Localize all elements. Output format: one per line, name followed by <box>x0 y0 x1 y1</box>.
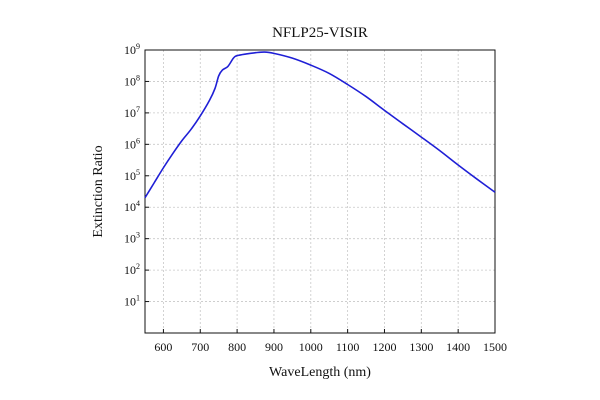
x-tick-label: 1400 <box>446 340 470 354</box>
x-tick-label: 1100 <box>336 340 360 354</box>
y-tick-exponent: 5 <box>136 168 140 177</box>
y-tick-exponent: 2 <box>136 262 140 271</box>
y-tick-exponent: 9 <box>136 42 140 51</box>
x-tick-label: 1300 <box>409 340 433 354</box>
x-tick-label: 800 <box>228 340 246 354</box>
x-tick-label: 900 <box>265 340 283 354</box>
y-tick-base: 10 <box>124 263 136 277</box>
y-tick-label: 101 <box>124 294 140 309</box>
y-tick-label: 105 <box>124 168 140 183</box>
axis-ticks <box>145 49 496 333</box>
y-tick-base: 10 <box>124 137 136 151</box>
y-tick-label: 103 <box>124 231 140 246</box>
y-tick-exponent: 8 <box>136 73 140 82</box>
y-tick-base: 10 <box>124 295 136 309</box>
x-tick-label: 1200 <box>372 340 396 354</box>
y-tick-label: 109 <box>124 42 140 57</box>
x-tick-label: 1500 <box>483 340 507 354</box>
y-tick-exponent: 1 <box>136 294 140 303</box>
y-tick-label: 108 <box>124 73 140 88</box>
grid-lines <box>145 50 496 333</box>
y-tick-base: 10 <box>124 74 136 88</box>
y-tick-base: 10 <box>124 43 136 57</box>
y-tick-base: 10 <box>124 169 136 183</box>
y-tick-label: 107 <box>124 105 140 120</box>
series-line <box>144 51 496 199</box>
y-tick-base: 10 <box>124 232 136 246</box>
y-tick-exponent: 6 <box>136 136 140 145</box>
y-tick-base: 10 <box>124 200 136 214</box>
y-tick-base: 10 <box>124 106 136 120</box>
y-axis-label: Extinction Ratio <box>91 145 106 237</box>
y-tick-label: 104 <box>124 199 140 214</box>
y-tick-exponent: 4 <box>136 199 140 208</box>
y-tick-exponent: 3 <box>136 231 140 240</box>
x-axis-label: WaveLength (nm) <box>269 365 371 380</box>
plot-frame <box>144 49 496 334</box>
x-tick-label: 600 <box>154 340 172 354</box>
y-tick-exponent: 7 <box>136 105 140 114</box>
y-tick-label: 102 <box>124 262 140 277</box>
x-tick-label: 1000 <box>299 340 323 354</box>
x-tick-label: 700 <box>191 340 209 354</box>
y-tick-label: 106 <box>124 136 140 151</box>
chart-title: NFLP25-VISIR <box>272 25 368 41</box>
